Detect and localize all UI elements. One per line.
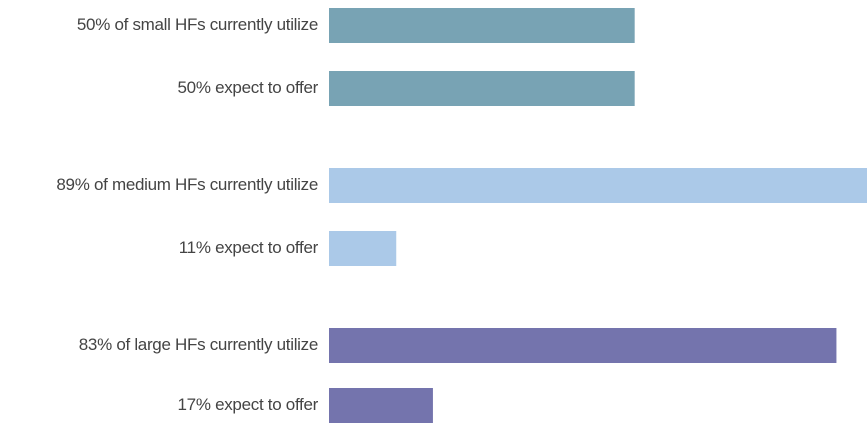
category-label: 17% expect to offer bbox=[178, 395, 319, 414]
category-label: 50% of small HFs currently utilize bbox=[77, 15, 318, 34]
bar bbox=[329, 168, 867, 203]
bar bbox=[329, 328, 837, 363]
category-label: 83% of large HFs currently utilize bbox=[79, 335, 318, 354]
bar bbox=[329, 388, 433, 423]
bar bbox=[329, 71, 635, 106]
bar bbox=[329, 8, 635, 43]
category-label: 50% expect to offer bbox=[178, 78, 319, 97]
bar bbox=[329, 231, 397, 266]
category-label: 11% expect to offer bbox=[179, 238, 319, 257]
category-label: 89% of medium HFs currently utilize bbox=[56, 175, 318, 194]
